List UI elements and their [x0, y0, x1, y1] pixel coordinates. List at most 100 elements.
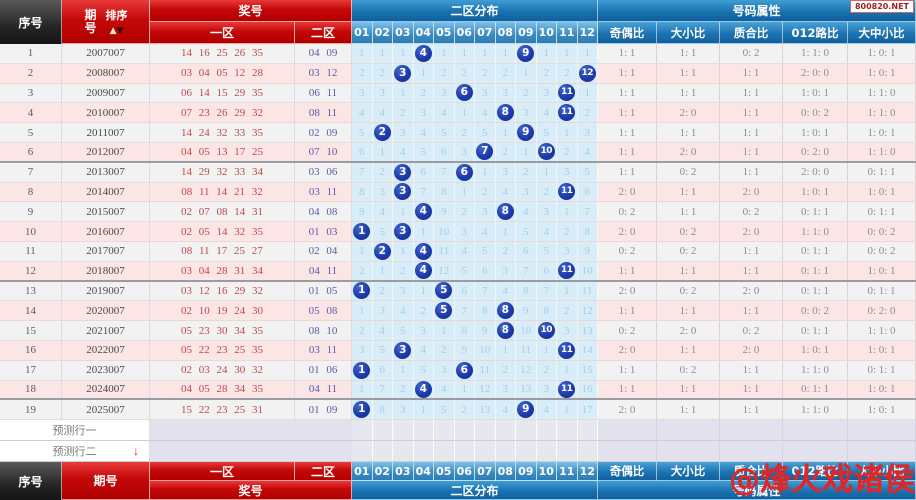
attr-cell: 2: 0	[598, 182, 657, 202]
back-numbers: 06 11	[295, 83, 352, 103]
miss-count: 2	[564, 145, 570, 158]
table-row: 8 2014007 08 11 14 21 32 03 11 8 3 3 7 8 1 2 4 3 2 11 6…	[0, 182, 916, 203]
miss-count: 3	[564, 324, 570, 337]
miss-count: 2	[584, 106, 591, 119]
miss-count: 4	[502, 403, 509, 416]
attr-col-headers: 奇偶比 大小比 质合比 012路比 大中小比	[598, 22, 916, 44]
miss-count: 3	[461, 145, 468, 158]
attr-cell: 1: 1	[657, 340, 720, 360]
dist-cell: 3	[352, 340, 373, 360]
miss-count: 7	[359, 166, 365, 179]
table-row: 9 2015007 02 07 08 14 31 04 08 9 4 1 4 9 2 3 8 4 3 1 7 0…	[0, 202, 916, 223]
dist-cell: 4	[475, 103, 496, 123]
prediction-attr-cell	[720, 441, 783, 462]
miss-count: 8	[461, 324, 468, 337]
dist-cell: 1	[413, 63, 434, 83]
miss-count: 4	[441, 383, 447, 396]
miss-count: 10	[520, 324, 532, 337]
attr-cell: 1: 1	[657, 83, 720, 103]
miss-count: 4	[379, 205, 386, 218]
dist-cell: 4	[536, 103, 557, 123]
miss-count: 1	[400, 364, 406, 377]
back-numbers: 07 10	[295, 142, 352, 161]
seq-cell: 7	[0, 162, 62, 182]
miss-count: 8	[359, 185, 365, 198]
miss-count: 4	[502, 284, 509, 297]
dist-cell: 12	[434, 261, 455, 280]
number-ball: 11	[558, 262, 576, 280]
dist-cell: 3	[536, 380, 557, 399]
miss-count: 1	[502, 344, 509, 357]
dist-cell: 7	[536, 281, 557, 301]
dist-cell: 5	[372, 340, 393, 360]
dist-cell: 5	[413, 142, 434, 161]
dist-cell: 6	[536, 261, 557, 280]
dist-cell: 9	[434, 202, 455, 222]
attr-cell: 1: 0: 1	[848, 44, 916, 63]
dist-cell: 1	[557, 281, 578, 301]
miss-count: 3	[400, 403, 406, 416]
front-numbers: 02 07 08 14 31	[150, 202, 295, 222]
prediction-attr-cell	[720, 420, 783, 441]
dist-cell: 1	[413, 281, 434, 301]
miss-count: 10	[581, 264, 593, 277]
dist-col-header: 07	[475, 462, 496, 482]
miss-count: 1	[523, 145, 529, 158]
number-ball: 8	[496, 203, 514, 221]
miss-count: 5	[420, 145, 427, 158]
miss-count: 4	[400, 304, 406, 317]
dist-cell: 2	[495, 63, 516, 83]
prediction-dist-cell	[495, 441, 516, 462]
number-ball: 5	[435, 282, 453, 300]
sort-control[interactable]: 排序 ▲▼	[106, 7, 128, 36]
front-numbers: 14 24 32 33 35	[150, 123, 295, 142]
dist-cell: 2	[495, 142, 516, 161]
dist-title: 二区分布	[352, 0, 598, 22]
table-row: 2 2008007 03 04 05 12 28 03 12 2 2 3 1 2 2 2 2 1 2 2 12…	[0, 63, 916, 84]
number-ball: 1	[353, 401, 371, 419]
miss-count: 1	[420, 284, 427, 297]
period-cell: 2022007	[62, 340, 150, 360]
dist-cell: 3	[393, 340, 414, 360]
attr-cell: 0: 2	[720, 202, 783, 222]
attr-cell: 1: 1	[720, 360, 783, 380]
dist-col-header: 11	[557, 22, 578, 44]
sort-asc-icon[interactable]: ▲	[109, 26, 117, 36]
miss-count: 11	[479, 364, 491, 377]
miss-count: 1	[461, 106, 468, 119]
sort-desc-icon[interactable]: ▼	[116, 26, 124, 36]
dist-cell: 1	[454, 44, 475, 63]
number-ball: 6	[455, 361, 473, 379]
miss-count: 9	[441, 205, 447, 218]
number-ball: 8	[496, 322, 514, 340]
number-ball: 3	[394, 183, 412, 201]
miss-count: 5	[543, 126, 550, 139]
dist-col-header: 07	[475, 22, 496, 44]
dist-cell: 10	[516, 321, 537, 340]
prediction-dist-cell	[495, 420, 516, 441]
seq-cell: 16	[0, 340, 62, 360]
seq-cell: 14	[0, 301, 62, 321]
table-row: 13 2019007 03 12 16 29 32 01 05 1 2 3 1 5 6 7 4 8 7 1 1…	[0, 281, 916, 302]
attr-cell: 2: 0	[657, 321, 720, 340]
miss-count: 7	[420, 185, 427, 198]
dist-cell: 1	[536, 340, 557, 360]
miss-count: 3	[379, 185, 386, 198]
dist-cell: 7	[434, 162, 455, 182]
dist-cell: 11	[557, 340, 578, 360]
dist-cell: 1	[495, 44, 516, 63]
table-row: 12 2018007 03 04 28 31 34 04 11 2 1 2 4 12 5 6 3 7 6 1…	[0, 261, 916, 282]
miss-count: 2	[543, 364, 550, 377]
attr-cell: 1: 1	[720, 83, 783, 103]
miss-count: 1	[379, 47, 386, 60]
prediction-arrow-icon[interactable]: ↓	[133, 443, 139, 458]
seq-cell: 9	[0, 202, 62, 222]
miss-count: 2	[502, 145, 509, 158]
miss-count: 1	[400, 47, 406, 60]
miss-count: 5	[379, 225, 386, 238]
dist-cell: 2	[372, 281, 393, 301]
number-ball: 8	[496, 302, 514, 320]
prediction-dist-cell	[372, 420, 393, 441]
table-row: 10 2016007 02 05 14 32 35 01 03 1 5 3 1 10 3 4 1 5 4 2…	[0, 222, 916, 242]
miss-count: 3	[482, 205, 488, 218]
